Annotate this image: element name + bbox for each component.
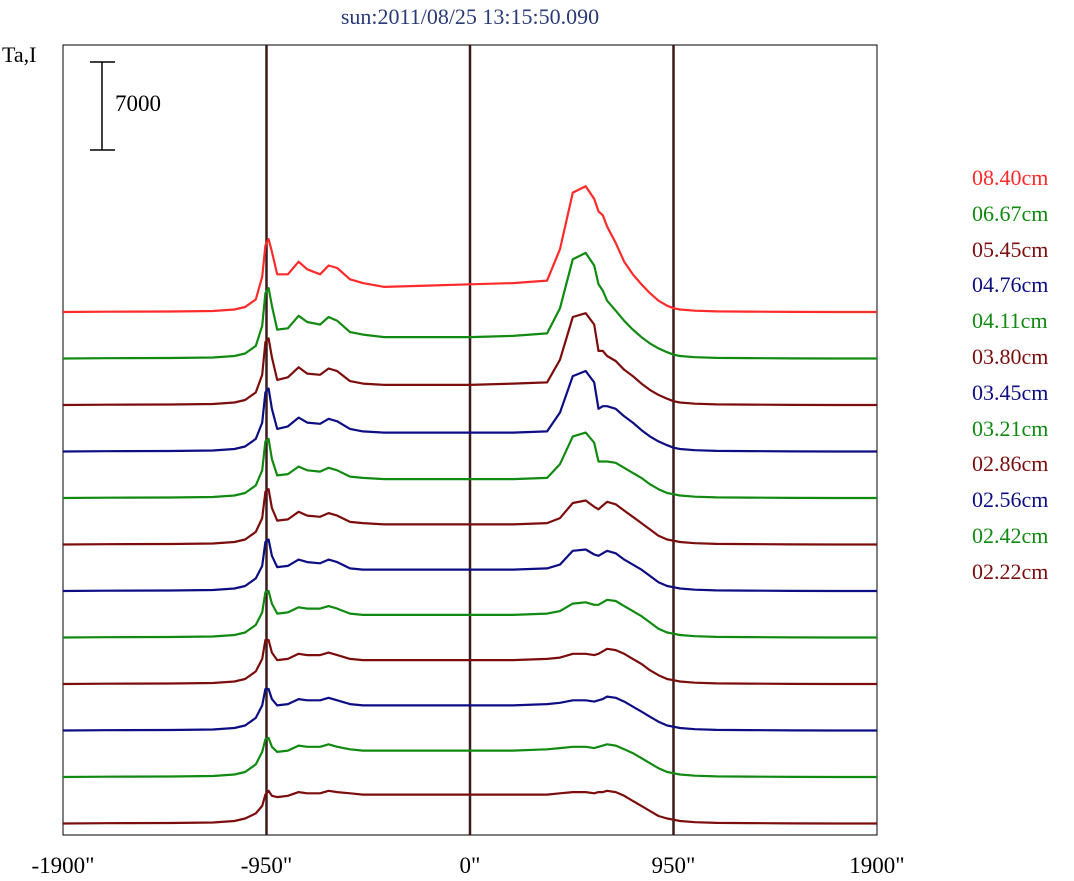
legend-item: 03.80cm bbox=[972, 343, 1049, 369]
legend-item: 08.40cm bbox=[972, 165, 1049, 190]
x-tick-label: 950" bbox=[652, 853, 696, 878]
legend-item: 02.22cm bbox=[972, 558, 1049, 584]
chart-title: sun:2011/08/25 13:15:50.090 bbox=[340, 4, 600, 29]
legend-item: 04.11cm bbox=[972, 308, 1048, 334]
legend-item: 02.86cm bbox=[972, 451, 1049, 477]
series-line-03.21cm bbox=[62, 589, 877, 639]
series-line-03.45cm bbox=[62, 538, 877, 593]
series-line-08.40cm bbox=[62, 185, 877, 314]
scale-bar-label: 7000 bbox=[115, 91, 161, 116]
x-tick-label: -1900" bbox=[31, 853, 94, 878]
legend-item: 06.67cm bbox=[972, 200, 1049, 226]
legend: 08.40cm 06.67cm 05.45cm 04.76cm 04.11cm 03.80… bbox=[972, 160, 1048, 590]
series-line-06.67cm bbox=[62, 251, 877, 360]
scale-bar: 7000 bbox=[90, 61, 161, 151]
legend-item: 03.45cm bbox=[972, 379, 1049, 405]
series-group bbox=[62, 185, 877, 825]
series-line-02.22cm bbox=[62, 789, 877, 825]
reference-lines bbox=[265, 45, 675, 835]
x-tick-label: -950" bbox=[241, 853, 293, 878]
series-line-04.11cm bbox=[62, 431, 877, 500]
series-line-04.76cm bbox=[62, 369, 877, 453]
x-tick-labels: -1900" -950" 0" 950" 1900" bbox=[31, 853, 904, 878]
legend-item: 02.42cm bbox=[972, 522, 1049, 548]
legend-item: 04.76cm bbox=[972, 272, 1049, 298]
y-axis-label: Ta,I bbox=[2, 42, 37, 67]
series-line-03.80cm bbox=[62, 488, 877, 546]
x-tick-label: 0" bbox=[460, 853, 481, 878]
series-line-02.56cm bbox=[62, 687, 877, 732]
x-tick-label: 1900" bbox=[849, 853, 904, 878]
series-line-02.86cm bbox=[62, 638, 877, 686]
series-line-05.45cm bbox=[62, 312, 877, 407]
series-line-02.42cm bbox=[62, 736, 877, 779]
legend-item: 03.21cm bbox=[972, 415, 1049, 441]
legend-item: 02.56cm bbox=[972, 487, 1049, 513]
legend-item: 05.45cm bbox=[972, 236, 1049, 262]
